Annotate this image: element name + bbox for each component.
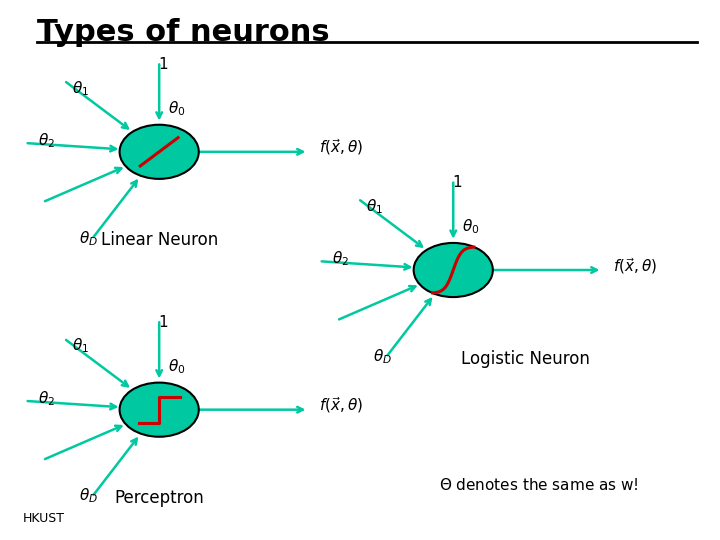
Text: $\Theta$ denotes the same as w!: $\Theta$ denotes the same as w! xyxy=(439,477,639,493)
Text: $\theta_D$: $\theta_D$ xyxy=(374,347,392,366)
Text: $\theta_2$: $\theta_2$ xyxy=(38,132,55,150)
Text: $1$: $1$ xyxy=(451,174,462,191)
Text: $\theta_2$: $\theta_2$ xyxy=(332,250,349,268)
Text: $f(\vec{x}, \theta)$: $f(\vec{x}, \theta)$ xyxy=(319,395,363,415)
Text: $\theta_1$: $\theta_1$ xyxy=(72,336,89,355)
Text: $\theta_D$: $\theta_D$ xyxy=(79,487,99,505)
Text: $1$: $1$ xyxy=(158,56,168,72)
Text: Logistic Neuron: Logistic Neuron xyxy=(461,349,590,368)
Text: HKUST: HKUST xyxy=(23,512,65,525)
Ellipse shape xyxy=(120,383,199,437)
Ellipse shape xyxy=(414,243,492,297)
Ellipse shape xyxy=(120,125,199,179)
Text: Perceptron: Perceptron xyxy=(114,489,204,507)
Text: $f(\vec{x}, \theta)$: $f(\vec{x}, \theta)$ xyxy=(319,138,363,158)
Text: $\theta_1$: $\theta_1$ xyxy=(366,197,383,215)
Text: $\theta_0$: $\theta_0$ xyxy=(168,357,185,376)
Text: $\theta_D$: $\theta_D$ xyxy=(79,229,99,247)
Text: $1$: $1$ xyxy=(158,314,168,330)
Text: $\theta_2$: $\theta_2$ xyxy=(38,389,55,408)
Text: $\theta_0$: $\theta_0$ xyxy=(168,99,185,118)
Text: Linear Neuron: Linear Neuron xyxy=(101,232,218,249)
Text: $f(\vec{x}, \theta)$: $f(\vec{x}, \theta)$ xyxy=(613,256,657,276)
Text: $\theta_0$: $\theta_0$ xyxy=(462,218,480,236)
Text: $\theta_1$: $\theta_1$ xyxy=(72,79,89,98)
Text: Types of neurons: Types of neurons xyxy=(37,17,330,46)
